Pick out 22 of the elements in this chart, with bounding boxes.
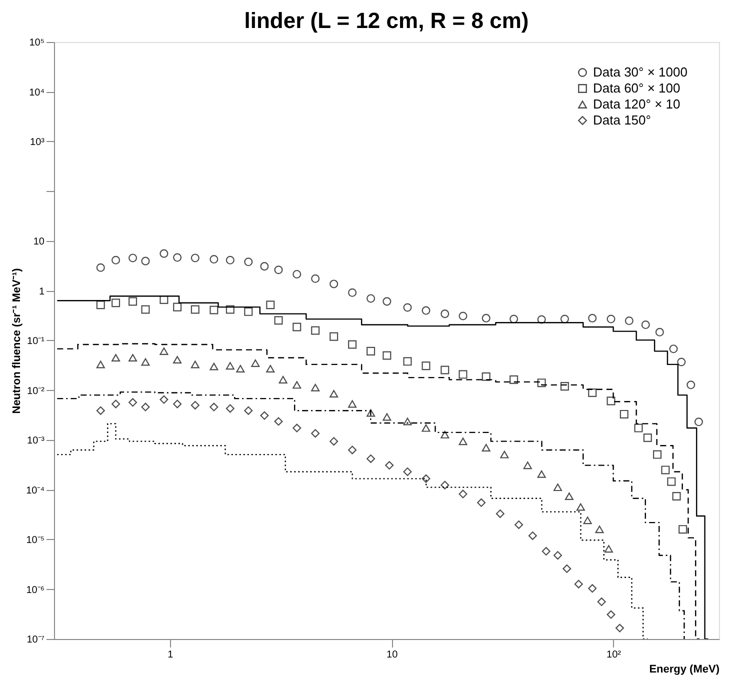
x-axis-title: Energy (MeV) [649, 664, 720, 676]
y-tick-label: 10³ [30, 137, 46, 148]
y-tick-label: 10⁻² [27, 386, 46, 397]
y-tick-label: 10⁵ [29, 38, 44, 48]
y-tick-label: 10⁻³ [27, 436, 46, 446]
x-tick-label: 1 [168, 650, 174, 660]
y-tick-label: 10⁻⁷ [26, 634, 45, 646]
y-tick-label: 10⁻⁴ [26, 485, 44, 496]
y-tick-label: 10⁻⁶ [26, 584, 44, 596]
legend-label: Data 60° × 100 [593, 80, 680, 96]
y-axis-title: Neutron fluence (sr⁻¹ MeV⁻¹) [11, 268, 24, 414]
y-tick-label: 10⁴ [29, 87, 44, 98]
legend-label: Data 120° × 10 [593, 96, 680, 112]
y-tick-label: 10⁻⁵ [26, 535, 44, 546]
legend-label: Data 30° × 1000 [593, 64, 688, 80]
y-tick-label: 10 [33, 236, 45, 248]
legend-label: Data 150° [593, 112, 651, 128]
y-tick-label: 1 [38, 286, 45, 298]
x-tick-label: 10 [386, 650, 398, 660]
x-tick-label: 10² [606, 650, 622, 660]
y-tick-label: 10⁻¹ [27, 336, 46, 347]
chart-title: linder (L = 12 cm, R = 8 cm) [244, 8, 529, 33]
